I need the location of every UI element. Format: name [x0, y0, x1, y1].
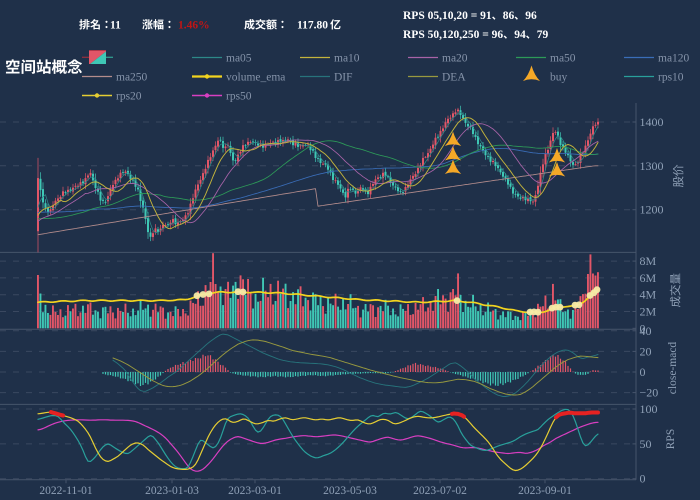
svg-text:−20: −20	[640, 386, 659, 400]
svg-text:8M: 8M	[640, 254, 657, 268]
svg-text:RPS 50,120,250 = 96: RPS 50,120,250 = 96	[403, 29, 503, 41]
svg-text:RPS 05,10,20 = 91: RPS 05,10,20 = 91	[403, 10, 492, 22]
svg-text:1200: 1200	[640, 203, 664, 217]
svg-text:2022-11-01: 2022-11-01	[39, 485, 92, 497]
svg-text:ma20: ma20	[442, 53, 468, 65]
svg-text:rps20: rps20	[116, 91, 142, 103]
svg-text:11: 11	[110, 20, 121, 32]
svg-text:1.46%: 1.46%	[178, 20, 210, 32]
svg-text:100: 100	[640, 402, 658, 416]
svg-text:6M: 6M	[640, 271, 657, 285]
svg-text:ma10: ma10	[334, 53, 360, 65]
svg-text:0: 0	[640, 321, 646, 335]
svg-text:0: 0	[640, 365, 646, 379]
svg-text:1400: 1400	[640, 115, 664, 129]
svg-text:40: 40	[640, 324, 652, 338]
svg-text:0: 0	[640, 472, 646, 486]
svg-text:94: 94	[514, 29, 526, 41]
svg-text:ma05: ma05	[226, 53, 252, 65]
svg-text:20: 20	[640, 344, 652, 358]
svg-text:rps10: rps10	[658, 72, 684, 84]
svg-text:86: 86	[503, 10, 515, 22]
svg-text:buy: buy	[550, 72, 568, 84]
svg-text:79: 79	[537, 29, 549, 41]
svg-text:117.80: 117.80	[297, 20, 328, 32]
svg-text:2023-07-02: 2023-07-02	[413, 485, 467, 497]
svg-text:ma250: ma250	[116, 72, 148, 84]
svg-text:RPS: RPS	[665, 429, 677, 449]
svg-text:2023-03-01: 2023-03-01	[228, 485, 282, 497]
svg-text:96: 96	[525, 10, 537, 22]
svg-text:ma50: ma50	[550, 53, 576, 65]
svg-text:2023-09-01: 2023-09-01	[518, 485, 572, 497]
svg-text:DEA: DEA	[442, 72, 466, 84]
svg-text:4M: 4M	[640, 288, 657, 302]
svg-text:volume_ema: volume_ema	[226, 72, 285, 84]
svg-text:50: 50	[640, 437, 652, 451]
svg-text:1300: 1300	[640, 159, 664, 173]
svg-text:rps50: rps50	[226, 91, 252, 103]
svg-text:2M: 2M	[640, 305, 657, 319]
svg-text:2023-05-03: 2023-05-03	[323, 485, 377, 497]
svg-text:2023-01-03: 2023-01-03	[145, 485, 199, 497]
svg-text:DIF: DIF	[334, 72, 353, 84]
svg-text:ma120: ma120	[658, 53, 690, 65]
svg-text:close-macd: close-macd	[667, 342, 679, 395]
